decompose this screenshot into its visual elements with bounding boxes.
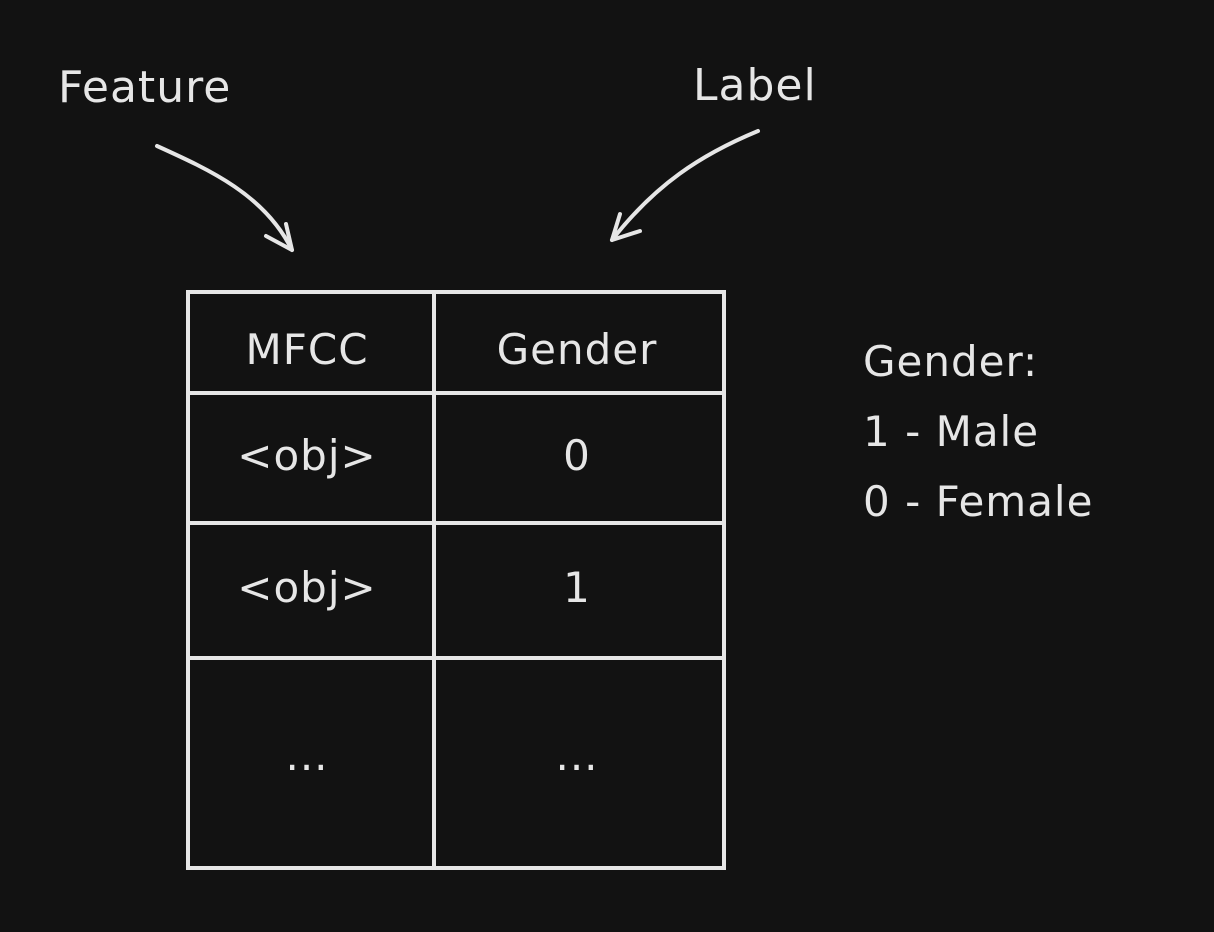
legend-item-female: 0 - Female [863,477,1094,526]
label-arrow-head [610,212,642,242]
feature-arrow-head [264,222,294,252]
table-cell-feature: <obj> [237,431,377,480]
table-cell-label: 1 [563,563,591,612]
gender-legend: Gender: 1 - Male 0 - Female [863,327,1093,537]
table-border [186,290,726,870]
legend-item-male: 1 - Male [863,407,1040,456]
label-arrow [610,129,760,242]
legend-title: Gender: [863,337,1039,386]
table-cell-label: 0 [563,431,591,480]
data-table: MFCC Gender <obj> 0 <obj> 1 ... ... [187,291,725,869]
table-header-mfcc: MFCC [245,325,369,374]
table-header-gender: Gender [496,325,658,374]
table-cell-ellipsis: ... [285,731,329,780]
feature-arrow [155,144,294,252]
table-cell-ellipsis: ... [555,731,599,780]
table-cell-feature: <obj> [237,563,377,612]
label-callout: Label [693,60,817,111]
feature-callout: Feature [58,62,232,113]
